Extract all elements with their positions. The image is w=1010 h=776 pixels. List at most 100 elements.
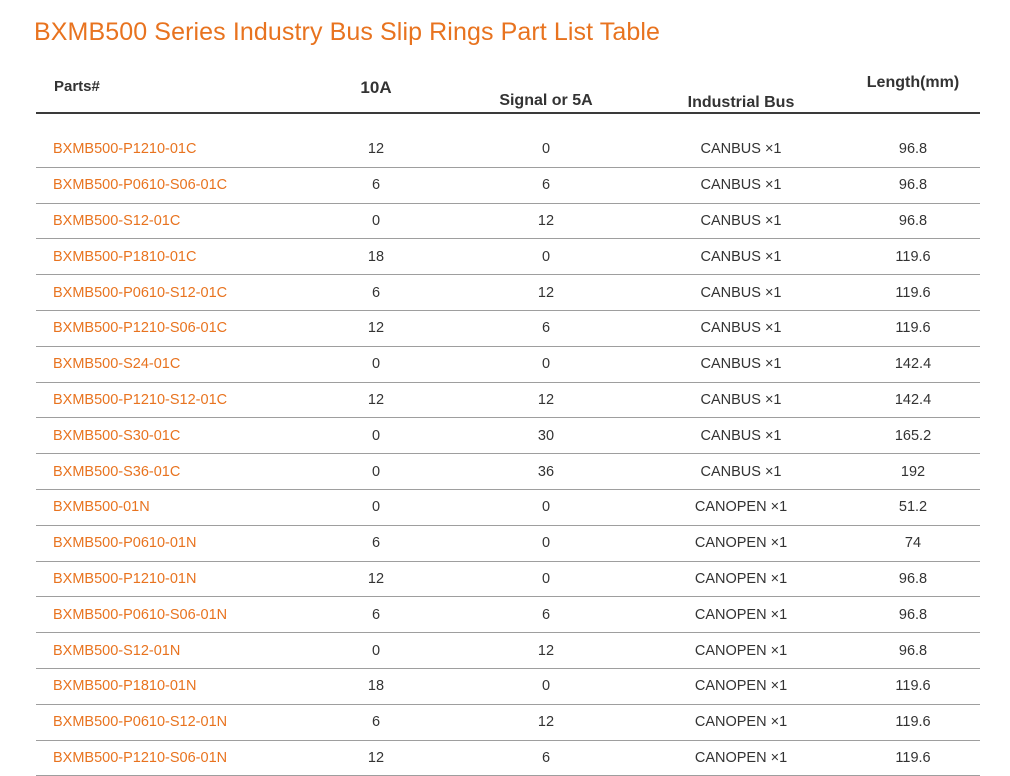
length-cell: 119.6: [846, 740, 980, 776]
header-length: Length(mm): [846, 70, 980, 114]
industrial-bus-cell: CANBUS ×1: [636, 132, 846, 168]
parts-table: Parts# 10A Signal or 5A Industrial Bus L…: [36, 70, 980, 776]
industrial-bus-cell: CANOPEN ×1: [636, 668, 846, 705]
signal-cell: 12: [456, 382, 636, 419]
table-row: BXMB500-P0610-S06-01C 6 6 CANBUS ×1 96.8: [36, 167, 980, 204]
industrial-bus-cell: CANBUS ×1: [636, 346, 846, 383]
table-row: BXMB500-S30-01C 0 30 CANBUS ×1 165.2: [36, 417, 980, 455]
length-cell: 142.4: [846, 346, 980, 383]
signal-cell: 12: [456, 632, 636, 669]
industrial-bus-cell: CANOPEN ×1: [636, 632, 846, 669]
length-cell: 96.8: [846, 132, 980, 168]
current-10a-cell: 0: [296, 632, 456, 669]
part-number-cell[interactable]: BXMB500-P0610-S12-01N: [36, 704, 296, 741]
part-number-cell[interactable]: BXMB500-S12-01C: [36, 203, 296, 240]
table-row: BXMB500-P0610-01N 6 0 CANOPEN ×1 74: [36, 525, 980, 562]
current-10a-cell: 18: [296, 668, 456, 705]
header-signal: Signal or 5A: [456, 70, 636, 114]
part-number-cell[interactable]: BXMB500-P1210-S12-01C: [36, 382, 296, 419]
industrial-bus-cell: CANBUS ×1: [636, 417, 846, 455]
length-cell: 192: [846, 453, 980, 490]
industrial-bus-cell: CANBUS ×1: [636, 310, 846, 347]
length-cell: 119.6: [846, 704, 980, 741]
signal-cell: 0: [456, 561, 636, 598]
part-number-cell[interactable]: BXMB500-P0610-S06-01C: [36, 167, 296, 204]
part-number-cell[interactable]: BXMB500-P0610-S06-01N: [36, 596, 296, 634]
length-cell: 51.2: [846, 489, 980, 526]
part-number-cell[interactable]: BXMB500-P1210-01C: [36, 132, 296, 168]
signal-cell: 0: [456, 238, 636, 276]
industrial-bus-cell: CANBUS ×1: [636, 274, 846, 311]
part-number-cell[interactable]: BXMB500-P1210-01N: [36, 561, 296, 598]
header-10a: 10A: [296, 70, 456, 114]
part-number-cell[interactable]: BXMB500-01N: [36, 489, 296, 526]
current-10a-cell: 0: [296, 489, 456, 526]
current-10a-cell: 6: [296, 596, 456, 634]
current-10a-cell: 6: [296, 274, 456, 311]
industrial-bus-cell: CANBUS ×1: [636, 167, 846, 204]
part-number-cell[interactable]: BXMB500-P1210-S06-01N: [36, 740, 296, 776]
signal-cell: 0: [456, 489, 636, 526]
part-number-cell[interactable]: BXMB500-S30-01C: [36, 417, 296, 455]
signal-cell: 36: [456, 453, 636, 490]
spacer-cell: [36, 113, 980, 132]
table-row: BXMB500-P0610-S06-01N 6 6 CANOPEN ×1 96.8: [36, 596, 980, 634]
signal-cell: 0: [456, 346, 636, 383]
table-row: BXMB500-01N 0 0 CANOPEN ×1 51.2: [36, 489, 980, 526]
length-cell: 96.8: [846, 632, 980, 669]
current-10a-cell: 0: [296, 346, 456, 383]
signal-cell: 12: [456, 704, 636, 741]
table-row: BXMB500-P1210-01N 12 0 CANOPEN ×1 96.8: [36, 561, 980, 598]
part-number-cell[interactable]: BXMB500-P1210-S06-01C: [36, 310, 296, 347]
table-body: BXMB500-P1210-01C 12 0 CANBUS ×1 96.8 BXMB500…: [36, 113, 980, 776]
current-10a-cell: 12: [296, 740, 456, 776]
signal-cell: 30: [456, 417, 636, 455]
table-row: BXMB500-P1210-01C 12 0 CANBUS ×1 96.8: [36, 132, 980, 168]
part-number-cell[interactable]: BXMB500-S36-01C: [36, 453, 296, 490]
page-title: BXMB500 Series Industry Bus Slip Rings P…: [34, 18, 661, 46]
table-row: BXMB500-P0610-S12-01C 6 12 CANBUS ×1 119.6: [36, 274, 980, 311]
current-10a-cell: 12: [296, 561, 456, 598]
part-number-cell[interactable]: BXMB500-P1810-01C: [36, 238, 296, 276]
current-10a-cell: 0: [296, 203, 456, 240]
signal-cell: 6: [456, 310, 636, 347]
header-parts: Parts#: [36, 70, 296, 114]
part-number-cell[interactable]: BXMB500-P1810-01N: [36, 668, 296, 705]
current-10a-cell: 6: [296, 167, 456, 204]
header-industrial-bus: Industrial Bus: [636, 70, 846, 114]
part-number-cell[interactable]: BXMB500-P0610-S12-01C: [36, 274, 296, 311]
signal-cell: 6: [456, 167, 636, 204]
length-cell: 119.6: [846, 238, 980, 276]
table-row: BXMB500-S36-01C 0 36 CANBUS ×1 192: [36, 453, 980, 490]
length-cell: 142.4: [846, 382, 980, 419]
current-10a-cell: 18: [296, 238, 456, 276]
signal-cell: 0: [456, 668, 636, 705]
length-cell: 96.8: [846, 167, 980, 204]
current-10a-cell: 12: [296, 382, 456, 419]
industrial-bus-cell: CANOPEN ×1: [636, 561, 846, 598]
length-cell: 119.6: [846, 310, 980, 347]
part-number-cell[interactable]: BXMB500-S24-01C: [36, 346, 296, 383]
table-row: BXMB500-P1210-S06-01N 12 6 CANOPEN ×1 119.6: [36, 740, 980, 776]
current-10a-cell: 0: [296, 417, 456, 455]
industrial-bus-cell: CANBUS ×1: [636, 238, 846, 276]
table-row: BXMB500-S12-01N 0 12 CANOPEN ×1 96.8: [36, 632, 980, 669]
length-cell: 165.2: [846, 417, 980, 455]
signal-cell: 6: [456, 740, 636, 776]
length-cell: 119.6: [846, 668, 980, 705]
table-row: BXMB500-S12-01C 0 12 CANBUS ×1 96.8: [36, 203, 980, 240]
current-10a-cell: 12: [296, 132, 456, 168]
length-cell: 74: [846, 525, 980, 562]
industrial-bus-cell: CANBUS ×1: [636, 453, 846, 490]
signal-cell: 12: [456, 274, 636, 311]
industrial-bus-cell: CANOPEN ×1: [636, 704, 846, 741]
table-row: BXMB500-P1210-S06-01C 12 6 CANBUS ×1 119.6: [36, 310, 980, 347]
signal-cell: 0: [456, 525, 636, 562]
industrial-bus-cell: CANOPEN ×1: [636, 740, 846, 776]
part-number-cell[interactable]: BXMB500-P0610-01N: [36, 525, 296, 562]
signal-cell: 0: [456, 132, 636, 168]
industrial-bus-cell: CANBUS ×1: [636, 382, 846, 419]
length-cell: 96.8: [846, 561, 980, 598]
part-number-cell[interactable]: BXMB500-S12-01N: [36, 632, 296, 669]
current-10a-cell: 12: [296, 310, 456, 347]
